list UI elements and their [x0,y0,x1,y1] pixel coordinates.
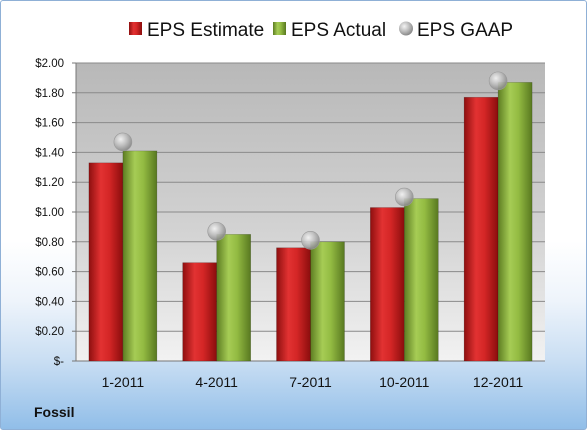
y-axis-ticks: $- $0.20 $0.40 $0.60 $0.80 $1.00 $1.20 $1.40 $1.… [35,58,77,368]
x-tick-label: 4-2011 [195,374,238,390]
legend-label-eps-actual: EPS Actual [291,20,386,41]
chart-legend: EPS Estimate EPS Actual EPS GAAP [129,20,513,41]
y-tick-label: $2.00 [35,58,64,70]
bar-eps-estimate [276,247,311,362]
gaap-markers [113,71,508,250]
marker-eps-gaap [113,132,133,152]
bar-eps-actual [216,234,251,362]
company-label: Fossil [34,404,74,420]
y-tick-label: $0.60 [35,267,64,279]
bar-eps-actual [497,82,533,362]
bar-eps-estimate [182,262,217,362]
marker-eps-gaap [301,231,320,250]
bar-eps-estimate [88,162,124,362]
x-tick-label: 7-2011 [289,374,332,390]
legend-swatch-eps-gaap [399,21,413,36]
bars [88,82,533,362]
y-tick-label: $1.40 [35,147,64,159]
y-tick-label: $1.80 [35,88,64,100]
legend-swatch-eps-estimate [129,22,142,35]
marker-eps-gaap [488,71,508,91]
bar-eps-actual [122,150,158,362]
y-tick-label: $- [54,356,64,368]
y-tick-label: $0.20 [35,326,64,338]
y-tick-label: $1.60 [35,118,64,130]
x-tick-label: 10-2011 [379,374,430,390]
bar-eps-actual [403,198,439,362]
marker-eps-gaap [207,222,226,241]
bar-eps-estimate [369,207,405,362]
y-tick-label: $0.80 [35,237,64,249]
bar-eps-estimate [463,96,499,362]
x-tick-label: 12-2011 [473,374,524,390]
y-tick-label: $1.20 [35,177,64,189]
x-axis-ticks: 1-2011 4-2011 7-2011 10-2011 12-2011 [102,374,524,390]
y-tick-label: $1.00 [35,207,64,219]
legend-swatch-eps-actual [273,22,286,35]
marker-eps-gaap [394,187,414,207]
legend-label-eps-estimate: EPS Estimate [147,20,264,41]
x-tick-label: 1-2011 [102,374,145,390]
legend-label-eps-gaap: EPS GAAP [417,20,513,41]
y-tick-label: $0.40 [35,296,64,308]
bar-eps-actual [310,241,345,362]
